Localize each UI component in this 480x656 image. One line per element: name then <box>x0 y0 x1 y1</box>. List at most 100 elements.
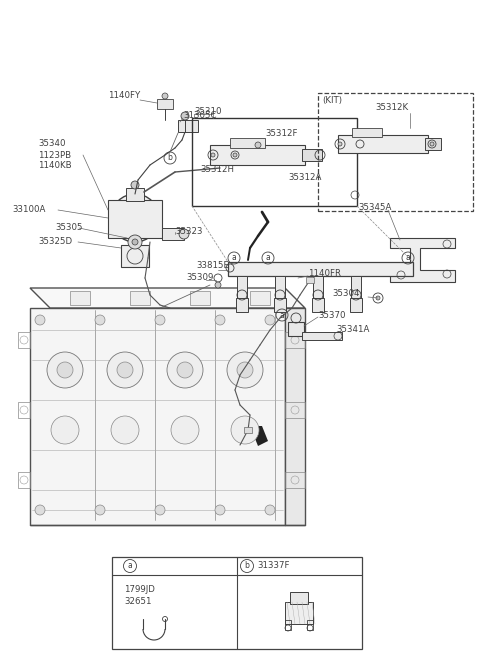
Circle shape <box>171 416 199 444</box>
Bar <box>178 120 198 132</box>
Polygon shape <box>390 238 455 282</box>
Circle shape <box>117 362 133 378</box>
Circle shape <box>376 296 380 300</box>
Bar <box>350 298 362 312</box>
Text: 35309: 35309 <box>186 274 214 283</box>
Bar <box>285 620 291 630</box>
Bar <box>302 149 322 161</box>
Bar <box>190 291 210 305</box>
Text: (KIT): (KIT) <box>322 96 342 106</box>
Text: 32651: 32651 <box>124 596 152 605</box>
Circle shape <box>211 153 215 157</box>
Text: 31337F: 31337F <box>257 562 289 571</box>
Text: 35312F: 35312F <box>265 129 298 138</box>
Circle shape <box>430 142 434 146</box>
Bar <box>312 298 324 312</box>
Text: 35370: 35370 <box>318 310 346 319</box>
Bar <box>351 276 361 298</box>
Circle shape <box>237 362 253 378</box>
Circle shape <box>215 315 225 325</box>
Bar <box>70 291 90 305</box>
Bar <box>302 332 342 340</box>
Circle shape <box>51 416 79 444</box>
Text: 1123PB: 1123PB <box>38 150 71 159</box>
Bar <box>425 138 441 150</box>
Circle shape <box>179 229 189 239</box>
Polygon shape <box>30 308 285 525</box>
Circle shape <box>227 352 263 388</box>
Bar <box>318 93 473 211</box>
Text: a: a <box>265 253 270 262</box>
Polygon shape <box>285 308 305 525</box>
Text: 35341A: 35341A <box>336 325 370 335</box>
Bar <box>352 128 382 137</box>
Circle shape <box>231 416 259 444</box>
Bar <box>112 557 362 649</box>
Text: b: b <box>245 562 250 571</box>
Bar <box>108 200 162 238</box>
Bar <box>313 276 323 298</box>
Circle shape <box>155 315 165 325</box>
Text: 35305: 35305 <box>55 224 83 232</box>
Text: 31305C: 31305C <box>183 112 216 121</box>
Circle shape <box>215 505 225 515</box>
Circle shape <box>131 181 139 189</box>
Bar <box>237 276 247 298</box>
Text: 35312H: 35312H <box>200 165 234 174</box>
Text: 33815E: 33815E <box>196 262 229 270</box>
Text: 33100A: 33100A <box>12 205 46 215</box>
Text: 35340: 35340 <box>38 140 65 148</box>
Bar <box>130 291 150 305</box>
Bar <box>210 145 305 165</box>
Text: 1140KB: 1140KB <box>38 161 72 171</box>
Circle shape <box>233 153 237 157</box>
Text: a: a <box>280 310 284 319</box>
Text: 35312A: 35312A <box>288 173 322 182</box>
Bar <box>230 138 265 148</box>
Text: 1140FY: 1140FY <box>108 91 140 100</box>
Circle shape <box>128 235 142 249</box>
Text: a: a <box>406 253 410 262</box>
Circle shape <box>177 362 193 378</box>
Bar <box>228 262 413 276</box>
Circle shape <box>129 212 141 224</box>
Bar <box>290 592 308 604</box>
Circle shape <box>265 505 275 515</box>
Circle shape <box>57 362 73 378</box>
Bar <box>192 118 357 206</box>
Text: 1140FR: 1140FR <box>308 270 341 279</box>
Text: b: b <box>168 154 172 163</box>
Bar <box>274 298 286 312</box>
Text: 1799JD: 1799JD <box>124 584 155 594</box>
Bar <box>157 99 173 109</box>
Text: 35304: 35304 <box>332 289 360 298</box>
Circle shape <box>181 112 189 120</box>
Circle shape <box>47 352 83 388</box>
Circle shape <box>162 93 168 99</box>
Text: 35325D: 35325D <box>38 237 72 247</box>
Bar <box>250 291 270 305</box>
Bar <box>338 135 428 153</box>
Circle shape <box>265 315 275 325</box>
Bar <box>121 245 149 267</box>
Circle shape <box>95 505 105 515</box>
Text: 35312K: 35312K <box>375 102 408 112</box>
Text: a: a <box>232 253 236 262</box>
Polygon shape <box>250 426 268 446</box>
Bar <box>306 277 314 283</box>
Bar <box>285 602 313 624</box>
Circle shape <box>111 416 139 444</box>
Bar <box>236 298 248 312</box>
Text: 35345A: 35345A <box>358 203 391 213</box>
Circle shape <box>155 505 165 515</box>
Circle shape <box>255 142 261 148</box>
Text: 35310: 35310 <box>194 108 221 117</box>
Circle shape <box>215 282 221 288</box>
Circle shape <box>338 142 342 146</box>
Circle shape <box>167 352 203 388</box>
Text: a: a <box>128 562 132 571</box>
Bar <box>288 322 304 336</box>
Bar <box>307 620 313 630</box>
Circle shape <box>111 194 159 242</box>
Bar <box>162 228 184 240</box>
